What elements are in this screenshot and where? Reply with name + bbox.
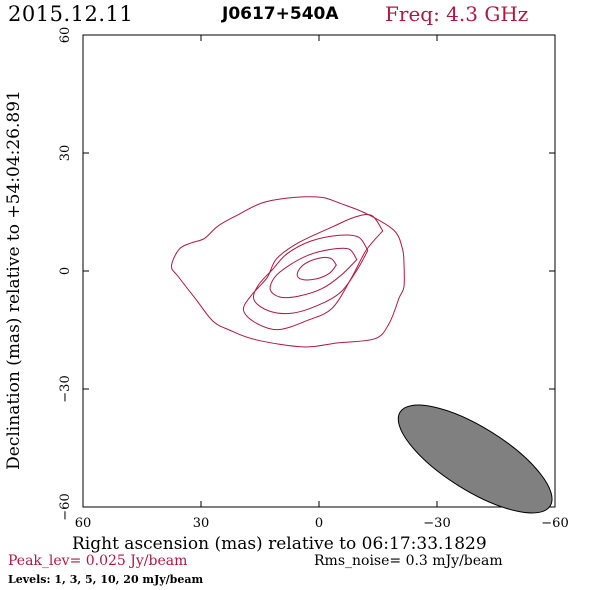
axis-ticks: 60 30 0 −30 −60 −60 −30 0 30 60 [58, 27, 569, 531]
contour-level-1 [170, 196, 405, 348]
y-axis-label-wrap: Declination (mas) relative to +54:04:26.… [4, 0, 24, 590]
peak-level: Peak_lev= 0.025 Jy/beam [8, 553, 188, 569]
contour-level-20 [296, 256, 337, 281]
x-tick-label: 30 [193, 516, 210, 531]
observation-date: 2015.12.11 [8, 2, 134, 26]
beam-ellipse [397, 404, 553, 514]
rms-noise: Rms_noise= 0.3 mJy/beam [314, 553, 503, 569]
x-tick-label: 0 [315, 516, 323, 531]
y-tick-label: 60 [58, 27, 73, 44]
y-tick-label: 0 [58, 267, 73, 275]
y-tick-label: −60 [58, 493, 73, 520]
contour-levels: Levels: 1, 3, 5, 10, 20 mJy/beam [8, 573, 204, 586]
x-tick-label: −30 [423, 516, 450, 531]
y-tick-label: −30 [58, 375, 73, 402]
frequency-label: Freq: 4.3 GHz [385, 2, 529, 26]
source-name: J0617+540A [222, 4, 339, 24]
y-axis-label: Declination (mas) relative to +54:04:26.… [4, 90, 24, 470]
x-tick-label: −60 [541, 516, 568, 531]
beam-ellipse-group [397, 404, 553, 514]
y-tick-label: 30 [58, 145, 73, 162]
contour-lines [170, 196, 405, 348]
x-tick-label: 60 [75, 516, 92, 531]
contour-level-10 [269, 247, 358, 299]
x-axis-label: Right ascension (mas) relative to 06:17:… [72, 534, 487, 554]
contour-level-5 [252, 234, 369, 315]
contour-level-3 [242, 214, 384, 331]
